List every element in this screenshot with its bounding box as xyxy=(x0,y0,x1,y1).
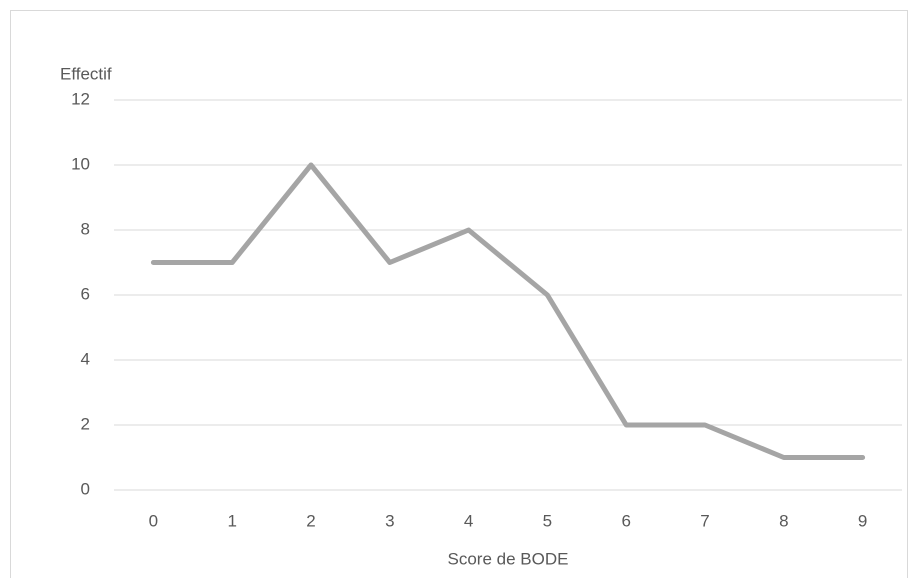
x-tick-label: 1 xyxy=(227,511,236,530)
y-tick-label: 4 xyxy=(81,349,90,368)
x-tick-label: 7 xyxy=(700,511,709,530)
y-axis-title: Effectif xyxy=(60,64,112,83)
x-tick-label: 4 xyxy=(464,511,473,530)
x-axis-title: Score de BODE xyxy=(448,549,569,568)
data-line xyxy=(150,162,866,460)
x-tick-label: 3 xyxy=(385,511,394,530)
x-tick-label: 9 xyxy=(858,511,867,530)
y-tick-label: 0 xyxy=(81,479,90,498)
y-tick-label: 8 xyxy=(81,219,90,238)
x-tick-label: 5 xyxy=(543,511,552,530)
y-tick-label: 12 xyxy=(71,89,90,108)
y-tick-label: 6 xyxy=(81,284,90,303)
x-tick-label: 8 xyxy=(779,511,788,530)
x-tick-label: 6 xyxy=(621,511,630,530)
y-tick-label: 10 xyxy=(71,154,90,173)
y-tick-label: 2 xyxy=(81,414,90,433)
x-tick-label: 0 xyxy=(149,511,158,530)
x-tick-label: 2 xyxy=(306,511,315,530)
chart-frame xyxy=(10,10,908,578)
